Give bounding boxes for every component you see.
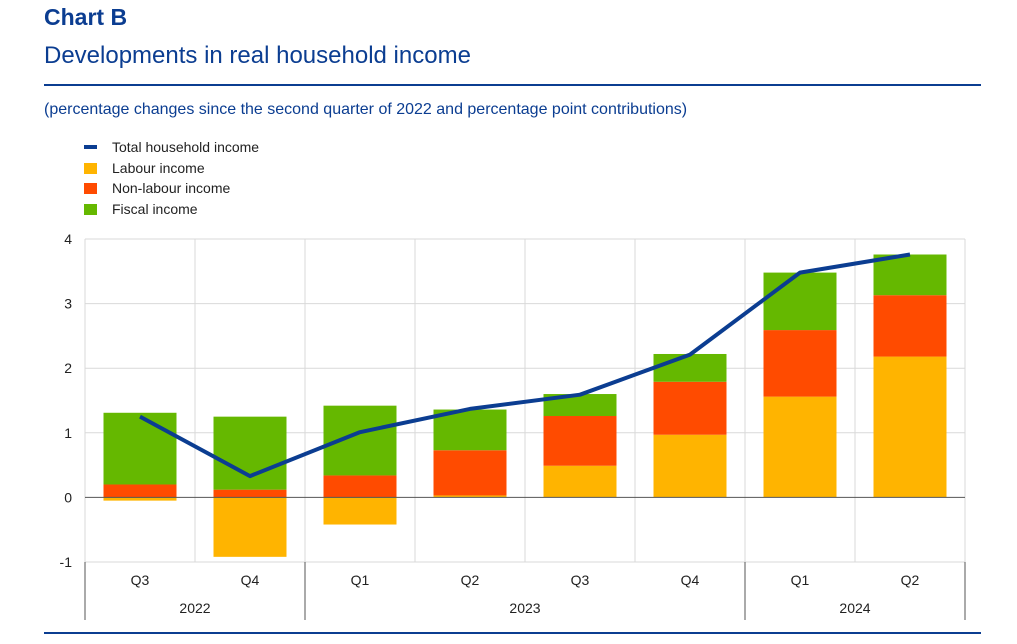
bar-labour-income: [653, 434, 727, 498]
bar-non-labour-income: [763, 330, 837, 397]
y-tick-label: 4: [64, 231, 72, 247]
bar-fiscal-income: [433, 409, 507, 451]
title-divider: [44, 84, 981, 86]
bar-labour-income: [103, 497, 177, 501]
x-tick-label: Q4: [241, 572, 260, 588]
bar-labour-income: [433, 495, 507, 498]
bar-fiscal-income: [653, 353, 727, 382]
bar-labour-income: [873, 356, 947, 498]
y-tick-label: 1: [64, 425, 72, 441]
y-tick-label: 2: [64, 360, 72, 376]
chart-label: Chart B: [44, 4, 128, 30]
bar-non-labour-income: [433, 450, 507, 496]
x-tick-label: Q4: [681, 572, 700, 588]
x-year-label: 2023: [509, 600, 540, 616]
y-tick-label: 0: [64, 489, 72, 505]
x-year-label: 2024: [839, 600, 870, 616]
bar-labour-income: [543, 465, 617, 498]
bar-non-labour-income: [543, 416, 617, 466]
bar-fiscal-income: [103, 412, 177, 485]
legend-label-total: Total household income: [112, 139, 260, 155]
x-tick-label: Q1: [791, 572, 810, 588]
legend-swatch-labour: [84, 163, 97, 174]
total-household-income-line: [139, 252, 911, 479]
bar-labour-income: [323, 497, 397, 525]
x-year-label: 2022: [179, 600, 210, 616]
bar-labour-income: [213, 497, 287, 557]
bar-fiscal-income: [543, 394, 617, 417]
y-tick-label: -1: [60, 554, 73, 570]
y-tick-label: 3: [64, 296, 72, 312]
legend-swatch-fiscal: [84, 204, 97, 215]
x-tick-label: Q3: [131, 572, 150, 588]
legend-label-fiscal: Fiscal income: [112, 201, 198, 217]
bar-non-labour-income: [103, 484, 177, 498]
bar-fiscal-income: [213, 416, 287, 490]
x-tick-label: Q3: [571, 572, 590, 588]
x-tick-label: Q2: [901, 572, 920, 588]
bar-non-labour-income: [653, 381, 727, 435]
x-tick-label: Q2: [461, 572, 480, 588]
x-tick-label: Q1: [351, 572, 370, 588]
bar-non-labour-income: [213, 489, 287, 498]
legend-swatch-total: [84, 145, 97, 149]
bar-non-labour-income: [323, 475, 397, 498]
bar-fiscal-income: [763, 272, 837, 331]
legend-label-labour: Labour income: [112, 160, 205, 176]
chart-subtitle: (percentage changes since the second qua…: [44, 101, 688, 118]
bar-non-labour-income: [873, 295, 947, 357]
legend-swatch-non-labour: [84, 183, 97, 194]
legend-label-non-labour: Non-labour income: [112, 180, 231, 196]
bar-fiscal-income: [873, 254, 947, 296]
chart-title: Developments in real household income: [44, 42, 471, 69]
bar-labour-income: [763, 396, 837, 498]
bottom-divider: [44, 632, 981, 634]
